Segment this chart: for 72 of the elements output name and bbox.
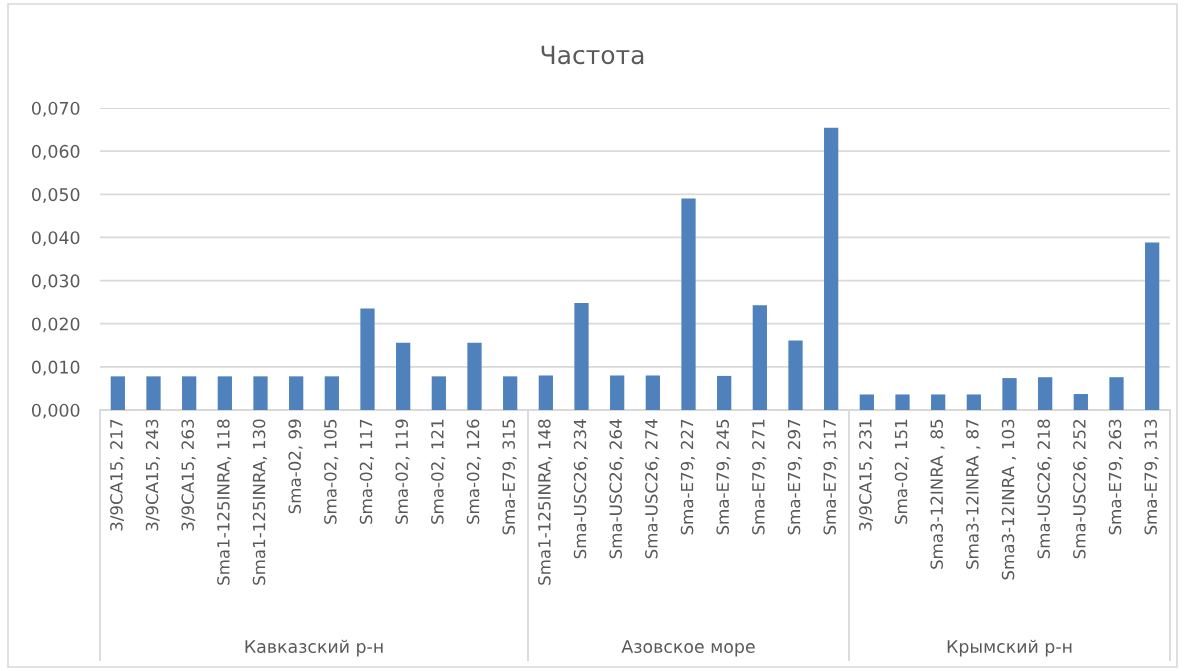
bar: [217, 376, 232, 410]
x-tick-label: 3/9CA15, 231: [859, 419, 874, 531]
bar: [182, 376, 197, 410]
bar: [931, 394, 946, 410]
x-tick-label: Sma1-125INRA, 148: [538, 419, 553, 585]
x-tick-label: Sma1-125INRA, 118: [217, 419, 232, 585]
bar: [717, 375, 732, 410]
bar: [503, 376, 518, 410]
x-tick-label: Sma-E79, 315: [502, 419, 517, 535]
x-tick-label: 3/9CA15, 217: [110, 419, 125, 531]
bar: [1002, 378, 1017, 410]
x-tick-label: Sma-E79, 263: [1108, 419, 1124, 535]
x-tick-label: Sma-02, 99: [288, 419, 303, 514]
bar: [360, 308, 375, 410]
y-tick-label: 0,040: [32, 231, 80, 247]
x-tick-label: Sma-USC26, 252: [1073, 420, 1088, 559]
bar: [645, 375, 660, 410]
y-tick-label: 0,020: [32, 317, 80, 333]
x-tick-label: Sma3-12INRA , 103: [1001, 419, 1017, 580]
x-axis-title: Азовское море: [621, 640, 755, 657]
x-tick-label: Sma-E79, 313: [1144, 419, 1159, 535]
bar: [1109, 377, 1124, 410]
x-tick-label: Sma3-12INRA , 87: [966, 419, 981, 569]
x-tick-label: Sma-E79, 317: [823, 419, 838, 535]
bar: [966, 394, 981, 410]
y-tick-label: 0,060: [32, 144, 80, 160]
bar: [467, 342, 482, 410]
x-tick-label: 3/9CA15, 263: [181, 419, 196, 531]
x-tick-label: Sma-USC26, 218: [1037, 419, 1052, 559]
bar: [253, 376, 268, 410]
bar: [1073, 394, 1088, 410]
x-tick-label: 3/9CA15, 243: [145, 419, 161, 531]
bar: [538, 375, 553, 410]
x-tick-label: Sma-E79, 271: [752, 419, 767, 535]
bar: [681, 198, 696, 410]
bar: [859, 394, 874, 410]
x-tick-label: Sma-E79, 245: [716, 419, 731, 535]
x-tick-label: Sma-E79, 297: [787, 419, 803, 535]
y-tick-label: 0,010: [32, 360, 80, 376]
x-tick-label: Sma-02, 119: [395, 419, 410, 524]
bar: [289, 376, 304, 410]
x-tick-label: Sma-02, 126: [466, 419, 482, 524]
x-tick-label: Sma-02, 105: [324, 419, 339, 524]
y-tick-label: 0,030: [32, 274, 80, 290]
bar: [895, 394, 910, 410]
y-tick-label: 0,000: [32, 403, 80, 419]
bar: [1145, 242, 1160, 410]
x-tick-label: Sma-E79, 227: [680, 419, 696, 535]
bar: [324, 376, 339, 410]
bar: [1038, 377, 1053, 410]
bar: [396, 342, 411, 410]
x-tick-label: Sma-USC26, 274: [645, 419, 660, 559]
x-tick-label: Sma-02, 151: [894, 419, 910, 524]
bar: [574, 303, 589, 410]
x-axis-title: Крымский р-н: [947, 639, 1072, 657]
x-tick-label: Sma-USC26, 234: [573, 419, 589, 559]
bar: [824, 127, 839, 410]
x-tick-label: Sma3-12INRA , 85: [930, 419, 945, 569]
bar: [110, 376, 125, 410]
x-axis-title: Кавказский р-н: [245, 639, 383, 657]
bar: [431, 376, 446, 410]
x-tick-label: Sma-02, 121: [431, 419, 446, 524]
chart-title: Частота: [541, 45, 644, 65]
bar: [752, 305, 767, 410]
bar: [146, 376, 161, 410]
x-tick-label: Sma-02, 117: [359, 419, 375, 524]
bar: [788, 340, 803, 410]
bar: [610, 375, 625, 410]
y-tick-label: 0,050: [32, 188, 80, 203]
x-tick-label: Sma1-125INRA, 130: [252, 419, 268, 585]
x-tick-label: Sma-USC26, 264: [609, 419, 624, 559]
y-tick-label: 0,070: [32, 101, 80, 117]
